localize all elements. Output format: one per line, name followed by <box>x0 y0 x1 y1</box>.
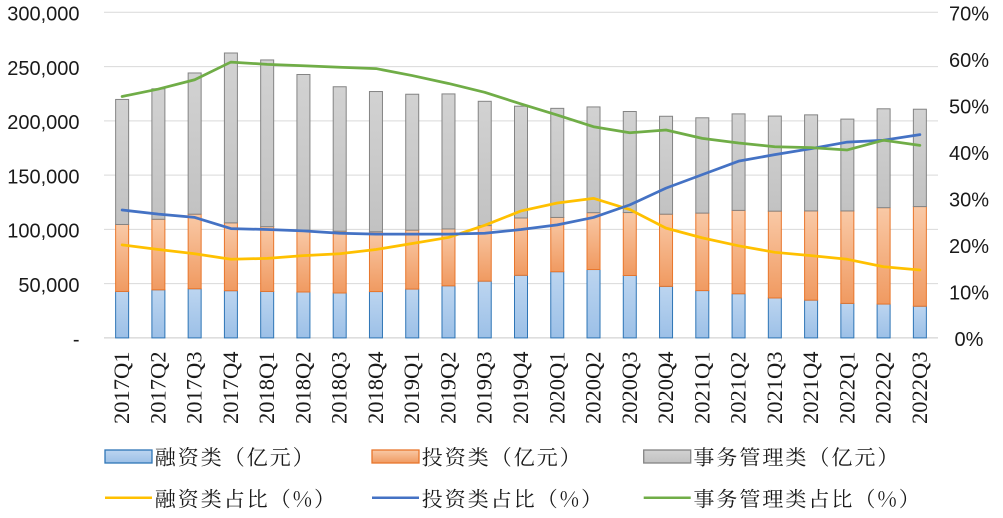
svg-text:2017Q4: 2017Q4 <box>218 352 243 425</box>
svg-text:250,000: 250,000 <box>7 58 79 80</box>
svg-text:20%: 20% <box>949 236 989 258</box>
svg-text:10%: 10% <box>949 283 989 305</box>
svg-text:2019Q3: 2019Q3 <box>472 352 497 425</box>
svg-text:2020Q3: 2020Q3 <box>617 352 642 425</box>
svg-text:2020Q1: 2020Q1 <box>544 352 569 425</box>
svg-text:-: - <box>73 329 80 351</box>
svg-text:2018Q2: 2018Q2 <box>290 352 315 425</box>
svg-text:2018Q1: 2018Q1 <box>254 352 279 425</box>
svg-text:2019Q2: 2019Q2 <box>436 352 461 425</box>
svg-text:0%: 0% <box>955 329 984 351</box>
svg-text:2017Q1: 2017Q1 <box>109 352 134 425</box>
svg-text:40%: 40% <box>949 143 989 165</box>
svg-text:2017Q3: 2017Q3 <box>182 352 207 425</box>
svg-text:2022Q3: 2022Q3 <box>907 352 932 425</box>
svg-text:2020Q4: 2020Q4 <box>653 352 678 425</box>
svg-text:2019Q1: 2019Q1 <box>399 352 424 425</box>
svg-text:2018Q4: 2018Q4 <box>363 352 388 425</box>
svg-text:2021Q4: 2021Q4 <box>798 352 823 425</box>
svg-text:70%: 70% <box>949 4 989 26</box>
svg-text:100,000: 100,000 <box>7 221 79 243</box>
svg-text:2021Q1: 2021Q1 <box>689 352 714 425</box>
svg-text:2021Q2: 2021Q2 <box>726 352 751 425</box>
svg-text:2017Q2: 2017Q2 <box>145 352 170 425</box>
svg-text:2020Q2: 2020Q2 <box>581 352 606 425</box>
svg-text:200,000: 200,000 <box>7 112 79 134</box>
svg-text:60%: 60% <box>949 50 989 72</box>
svg-text:50,000: 50,000 <box>18 275 79 297</box>
svg-text:50%: 50% <box>949 97 989 119</box>
svg-text:2021Q3: 2021Q3 <box>762 352 787 425</box>
svg-text:300,000: 300,000 <box>7 4 79 26</box>
svg-text:30%: 30% <box>949 190 989 212</box>
svg-text:2022Q1: 2022Q1 <box>834 352 859 425</box>
svg-text:2022Q2: 2022Q2 <box>871 352 896 425</box>
svg-text:2019Q4: 2019Q4 <box>508 352 533 425</box>
svg-text:2018Q3: 2018Q3 <box>327 352 352 425</box>
svg-text:150,000: 150,000 <box>7 166 79 188</box>
